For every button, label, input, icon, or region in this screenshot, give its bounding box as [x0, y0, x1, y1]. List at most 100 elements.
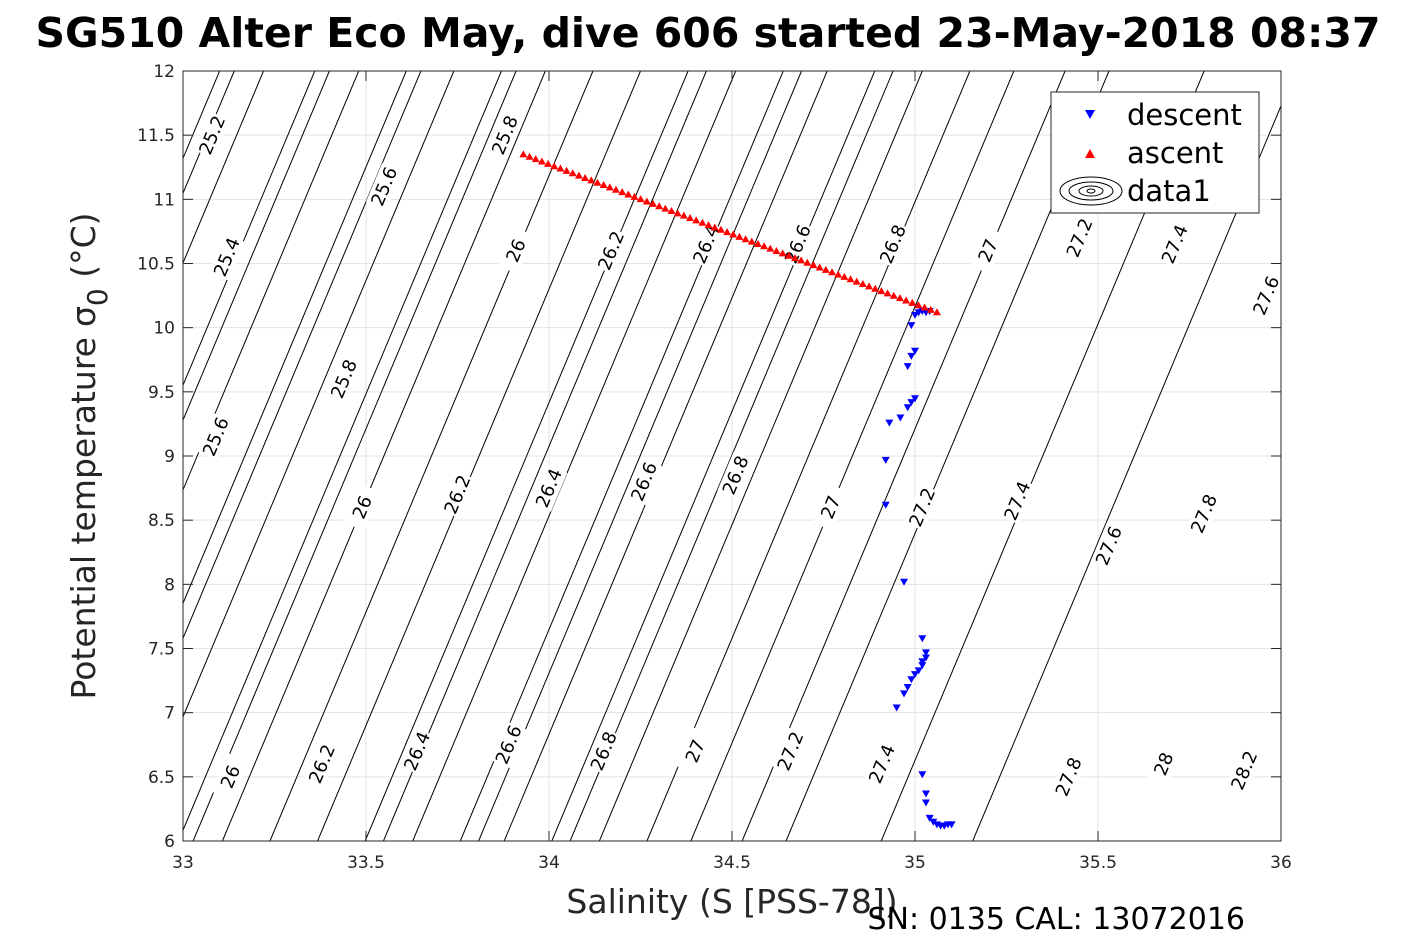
descent-point — [881, 501, 890, 509]
ascent-point — [624, 190, 633, 198]
y-tick-label: 9.5 — [148, 383, 175, 403]
y-tick-label: 12 — [153, 62, 175, 82]
ascent-point — [679, 211, 688, 219]
isopycnal-line — [459, 71, 784, 841]
descent-point — [903, 684, 912, 691]
ascent-point — [809, 261, 818, 269]
ascent-point — [865, 282, 874, 290]
ascent-point — [889, 291, 898, 299]
descent-point — [929, 818, 938, 826]
y-tick-label: 10 — [153, 319, 175, 339]
isopycnal-label-bg — [1145, 740, 1183, 788]
ascent-point — [525, 152, 534, 160]
y-tick-label: 8.5 — [148, 511, 175, 531]
isopycnal-label-bg — [904, 483, 941, 531]
ascent-point — [630, 192, 639, 200]
ascent-point — [605, 183, 614, 191]
axis-ticks: 33 33.5 34 34.5 35 35.5 36 6 6.5 7 7.5 8 8.5 9 9.5 10 10… — [137, 62, 1292, 873]
ascent-point — [790, 254, 799, 262]
isopycnal-label-bg — [1226, 746, 1263, 795]
isopycnal-label-bg — [490, 721, 528, 769]
legend: descent ascent data1 — [1050, 91, 1260, 214]
ascent-point — [926, 305, 935, 313]
descent-point — [918, 662, 927, 670]
ascent-point — [932, 308, 941, 316]
ascent-point — [797, 256, 806, 264]
descent-point — [911, 347, 919, 355]
isopycnal-label-bg — [325, 355, 363, 403]
y-tick-label: 7.5 — [148, 640, 175, 660]
descent-point — [907, 399, 916, 407]
isopycnal-line — [478, 71, 803, 841]
isopycnal-label-bg — [197, 413, 235, 461]
isopycnal-label-bg — [625, 458, 663, 506]
ascent-point — [686, 214, 695, 222]
descent-point — [918, 771, 927, 779]
ascent-point — [828, 268, 837, 276]
descent-point — [911, 395, 919, 403]
isopycnal-label-bg — [497, 227, 535, 275]
isopycnal-label-bg — [344, 483, 381, 531]
ascent-point — [803, 258, 812, 266]
ascent-point — [846, 275, 855, 283]
y-tick-label: 6.5 — [148, 768, 175, 788]
isopycnal-line — [690, 71, 1015, 841]
ascent-point — [883, 289, 892, 297]
descent-point — [911, 311, 919, 319]
isopycnal-line — [183, 71, 502, 832]
x-tick-label: 35 — [904, 853, 926, 873]
descent-point — [907, 352, 916, 360]
descent-point — [921, 799, 930, 807]
x-tick-label: 36 — [1270, 853, 1292, 873]
ascent-point — [587, 176, 596, 184]
descent-point — [881, 456, 890, 464]
ascent-point — [871, 284, 880, 292]
ascent-point — [821, 265, 830, 273]
data-series — [519, 150, 956, 830]
descent-point — [900, 690, 909, 698]
ascent-point — [902, 296, 911, 304]
ascent-point — [716, 225, 725, 233]
ascent-point — [920, 303, 929, 311]
isopycnal-line — [382, 71, 707, 841]
descent-point — [918, 635, 927, 643]
ascent-point — [753, 239, 762, 247]
ascent-point — [784, 251, 793, 259]
isopycnal-line — [0, 71, 37, 841]
descent-point — [885, 419, 894, 427]
isopycnal-label-bg — [1061, 214, 1098, 262]
ascent-point — [895, 294, 904, 302]
ascent-point — [574, 171, 583, 179]
isopycnal-label-bg — [366, 162, 403, 211]
ascent-point — [858, 279, 867, 287]
isopycnal-line — [569, 71, 894, 841]
isopycnal-line — [183, 71, 264, 265]
y-axis-label-unit: (°C) — [64, 212, 103, 288]
ascent-point — [692, 216, 701, 224]
y-axis-label-text: Potential temperature — [64, 337, 103, 699]
isopycnal-label-bg — [194, 111, 231, 159]
descent-point — [921, 649, 930, 657]
isopycnal-label-bg — [439, 470, 476, 519]
isopycnal-label-bg — [874, 220, 912, 268]
descent-point — [907, 676, 916, 684]
ascent-point — [611, 185, 620, 193]
isopycnal-line — [741, 71, 1066, 841]
legend-data1-contour-icon — [1059, 176, 1123, 206]
y-tick-label: 11.5 — [137, 126, 175, 146]
ascent-point — [636, 195, 645, 203]
ascent-point — [550, 162, 559, 170]
ascent-point — [778, 249, 787, 257]
y-axis-label-symbol: σ — [64, 306, 103, 327]
ascent-point — [741, 235, 750, 243]
descent-point — [925, 814, 934, 822]
ascent-point — [531, 155, 540, 163]
y-tick-label: 9 — [164, 447, 175, 467]
x-axis-label: Salinity (S [PSS-78]) — [566, 882, 897, 921]
isopycnal-line — [192, 71, 517, 841]
descent-point — [918, 658, 927, 666]
ascent-point — [735, 232, 744, 240]
isopycnal-line — [183, 71, 360, 492]
ascent-point — [908, 298, 917, 306]
